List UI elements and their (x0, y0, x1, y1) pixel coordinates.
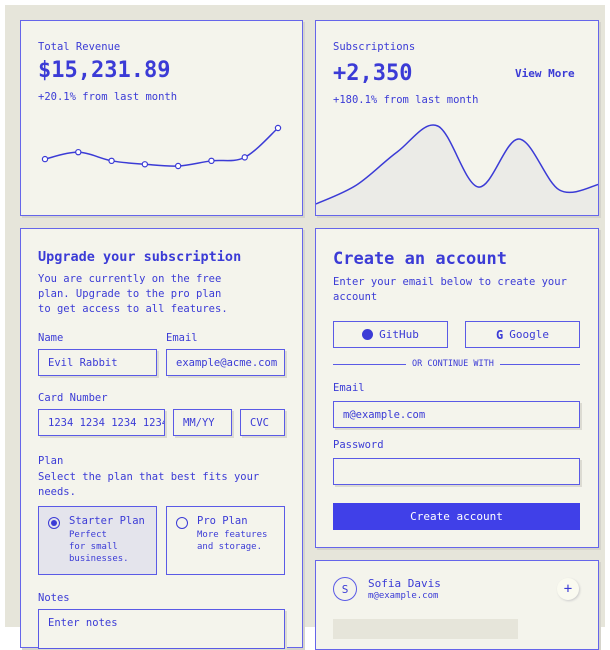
plan-description: Select the plan that best fits your needs… (38, 471, 260, 498)
revenue-point (174, 162, 182, 170)
radio-selected-icon[interactable] (48, 517, 60, 529)
revenue-point (75, 148, 82, 156)
name-input[interactable]: Evil Rabbit (38, 349, 157, 376)
subscriptions-change: +180.1% from last month (333, 94, 479, 106)
placeholder-block (333, 619, 518, 639)
subscriptions-area-chart (316, 124, 598, 215)
revenue-point (208, 157, 215, 165)
subscriptions-card: Subscriptions +2,350 View More +180.1% f… (315, 20, 599, 216)
plan-option-starter[interactable]: Starter Plan Perfect for small businesses. (38, 506, 157, 575)
revenue-line (44, 127, 279, 167)
name-label: Name (38, 332, 64, 344)
card-number-label: Card Number (38, 392, 108, 404)
revenue-value: $15,231.89 (38, 58, 171, 83)
account-email-label: Email (333, 382, 365, 394)
user-email: m@example.com (368, 591, 439, 601)
upgrade-card: Upgrade your subscription You are curren… (20, 228, 303, 649)
expiry-input[interactable]: MM/YY (173, 409, 232, 436)
revenue-point (274, 124, 282, 132)
view-more-link[interactable]: View More (515, 67, 575, 80)
subscriptions-value: +2,350 (333, 61, 413, 86)
revenue-title: Total Revenue (38, 41, 121, 53)
email-label: Email (166, 332, 198, 344)
add-user-button[interactable]: + (557, 578, 579, 600)
revenue-line-chart (41, 124, 282, 170)
upgrade-description: You are currently on the free plan. Upgra… (38, 273, 228, 315)
password-label: Password (333, 439, 384, 451)
google-button[interactable]: G Google (465, 321, 580, 348)
subscriptions-area (316, 125, 598, 215)
user-avatar: S (333, 577, 357, 601)
upgrade-title: Upgrade your subscription (38, 249, 242, 265)
account-email-input[interactable]: m@example.com (333, 401, 580, 428)
plan-label: Plan (38, 455, 64, 467)
create-account-description: Enter your email below to create your acc… (333, 276, 567, 303)
create-account-card: Create an account Enter your email below… (315, 228, 599, 548)
user-card: S Sofia Davis m@example.com + (315, 560, 599, 650)
notes-label: Notes (38, 592, 70, 604)
email-input[interactable]: example@acme.com (166, 349, 285, 376)
google-icon: G (496, 327, 504, 342)
password-input[interactable] (333, 458, 580, 485)
cvc-input[interactable]: CVC (240, 409, 285, 436)
divider-text: OR CONTINUE WITH (406, 359, 500, 369)
revenue-change: +20.1% from last month (38, 91, 178, 103)
card-number-input[interactable]: 1234 1234 1234 1234 (38, 409, 165, 436)
revenue-point (108, 157, 115, 165)
plan-option-pro[interactable]: Pro Plan More features and storage. (166, 506, 285, 575)
radio-unselected-icon[interactable] (176, 517, 188, 529)
revenue-point (241, 154, 248, 161)
revenue-card: Total Revenue $15,231.89 +20.1% from las… (20, 20, 303, 216)
google-label: Google (509, 328, 549, 341)
user-name: Sofia Davis (368, 577, 441, 590)
github-icon (362, 329, 374, 340)
github-label: GitHub (379, 328, 419, 341)
revenue-point (41, 155, 49, 163)
github-button[interactable]: GitHub (333, 321, 448, 348)
subscriptions-line (316, 124, 598, 205)
create-account-title: Create an account (333, 249, 507, 269)
create-account-button[interactable]: Create account (333, 503, 580, 530)
notes-textarea[interactable]: Enter notes (38, 609, 285, 649)
subscriptions-title: Subscriptions (333, 41, 416, 53)
revenue-point (141, 161, 149, 168)
